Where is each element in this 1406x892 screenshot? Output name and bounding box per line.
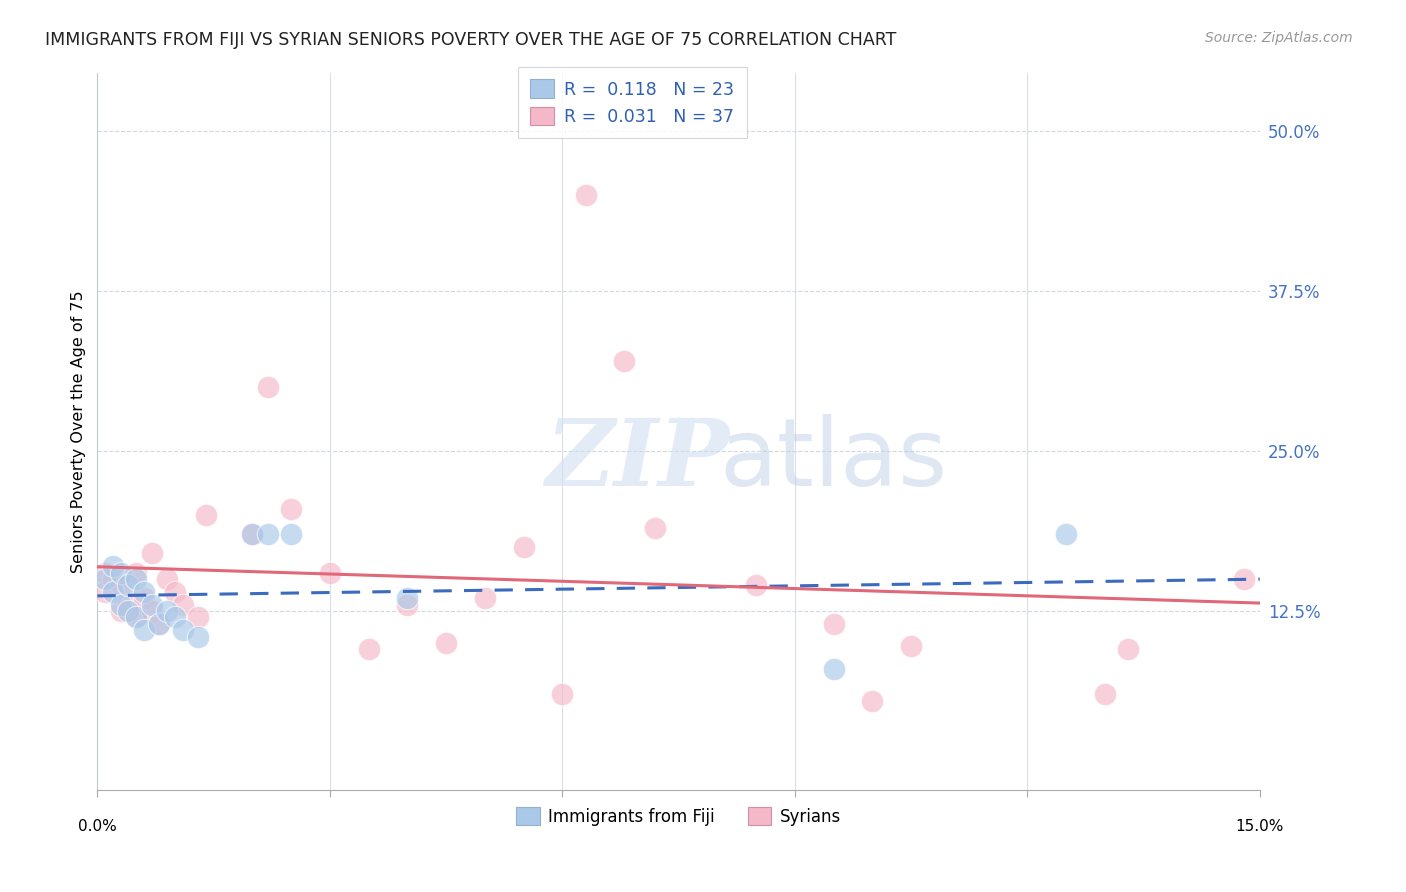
Point (141, 546, 163, 560)
Point (396, 598, 419, 612)
Point (256, 527, 278, 541)
Point (101, 572, 124, 586)
Point (187, 610, 209, 624)
Point (613, 354, 636, 368)
Point (194, 508, 217, 522)
Point (357, 642, 380, 657)
Point (240, 527, 263, 541)
Point (141, 598, 163, 612)
Point (125, 610, 148, 624)
Point (900, 639, 922, 653)
Point (110, 578, 132, 592)
Point (132, 584, 155, 599)
Point (156, 604, 179, 618)
Point (172, 624, 194, 638)
Point (256, 380, 278, 394)
Point (117, 578, 139, 592)
Point (117, 598, 139, 612)
Point (860, 694, 883, 708)
Point (141, 604, 163, 618)
Point (94, 572, 117, 586)
Point (1233, 572, 1256, 586)
Point (125, 572, 148, 586)
Point (94, 566, 117, 580)
Point (187, 630, 209, 644)
Text: Source: ZipAtlas.com: Source: ZipAtlas.com (1205, 31, 1353, 45)
Point (163, 610, 186, 624)
Point (110, 566, 132, 580)
Text: IMMIGRANTS FROM FIJI VS SYRIAN SENIORS POVERTY OVER THE AGE OF 75 CORRELATION CH: IMMIGRANTS FROM FIJI VS SYRIAN SENIORS P… (45, 31, 897, 49)
Point (132, 591, 155, 606)
Point (125, 610, 148, 624)
Point (148, 616, 170, 631)
Point (644, 521, 666, 535)
Point (319, 566, 342, 580)
Point (280, 527, 302, 541)
Point (434, 636, 457, 650)
Point (125, 566, 148, 580)
Text: atlas: atlas (720, 415, 948, 507)
Point (1094, 687, 1116, 701)
Point (132, 624, 155, 638)
Text: 15.0%: 15.0% (1236, 819, 1284, 834)
Point (823, 616, 845, 631)
Text: ZIP: ZIP (546, 416, 730, 506)
Legend: Immigrants from Fiji, Syrians: Immigrants from Fiji, Syrians (509, 800, 848, 832)
Point (823, 662, 845, 676)
Point (1054, 527, 1077, 541)
Point (172, 598, 194, 612)
Point (117, 604, 139, 618)
Y-axis label: Seniors Poverty Over the Age of 75: Seniors Poverty Over the Age of 75 (72, 291, 86, 573)
Point (474, 591, 496, 606)
Point (280, 501, 302, 516)
Point (574, 187, 596, 202)
Point (156, 572, 179, 586)
Point (94, 584, 117, 599)
Point (240, 527, 263, 541)
Point (745, 578, 768, 592)
Point (101, 584, 124, 599)
Point (101, 559, 124, 574)
Point (512, 540, 534, 554)
Point (396, 591, 419, 606)
Point (148, 616, 170, 631)
Point (110, 598, 132, 612)
Point (163, 584, 186, 599)
Text: 0.0%: 0.0% (77, 819, 117, 834)
Point (110, 604, 132, 618)
Point (1116, 642, 1139, 657)
Point (551, 687, 574, 701)
